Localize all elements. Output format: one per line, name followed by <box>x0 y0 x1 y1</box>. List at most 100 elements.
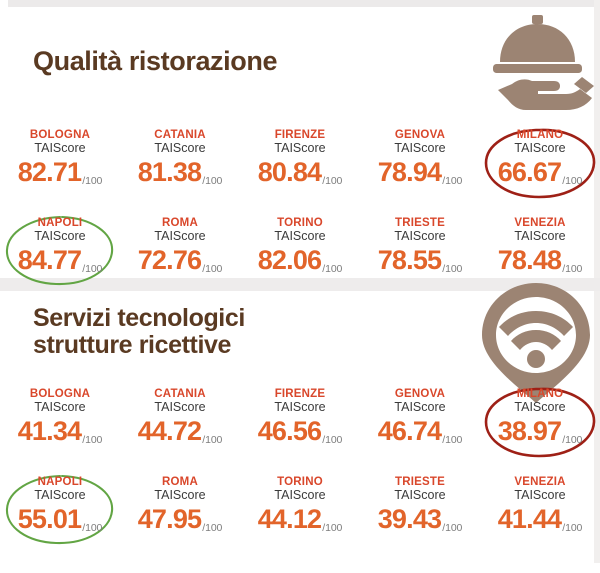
score-suffix: /100 <box>322 263 343 276</box>
metric-label: TAIScore <box>34 229 86 244</box>
score-value: 47.95 <box>137 504 202 535</box>
city-label: MILANO <box>516 388 564 400</box>
city-label: BOLOGNA <box>29 388 91 400</box>
city-label: NAPOLI <box>37 476 83 488</box>
city-label: GENOVA <box>394 129 446 141</box>
section-qualita-ristorazione: Qualità ristorazione BOLOGNA TAIScore <box>0 7 600 286</box>
city-label: VENEZIA <box>514 217 566 229</box>
metric-label: TAIScore <box>394 400 446 415</box>
score-cell-roma[interactable]: ROMA TAIScore 72.76/100 <box>120 207 240 295</box>
score-cell-milano[interactable]: MILANO TAIScore 38.97/100 <box>480 378 600 466</box>
score-row: BOLOGNA TAIScore 41.34/100 CATANIA TAISc… <box>0 378 600 466</box>
score-row: BOLOGNA TAIScore 82.71/100 CATANIA TAISc… <box>0 119 600 207</box>
city-label: FIRENZE <box>274 388 326 400</box>
score-line: 44.12/100 <box>240 504 360 535</box>
section-divider <box>0 278 600 291</box>
score-cell-napoli[interactable]: NAPOLI TAIScore 55.01/100 <box>0 466 120 554</box>
score-line: 81.38/100 <box>120 157 240 188</box>
score-cell-torino[interactable]: TORINO TAIScore 44.12/100 <box>240 466 360 554</box>
score-value: 41.34 <box>17 416 82 447</box>
score-line: 80.84/100 <box>240 157 360 188</box>
city-label: MILANO <box>516 129 564 141</box>
score-suffix: /100 <box>82 175 103 188</box>
score-value: 46.74 <box>377 416 442 447</box>
score-line: 47.95/100 <box>120 504 240 535</box>
score-cell-bologna[interactable]: BOLOGNA TAIScore 41.34/100 <box>0 378 120 466</box>
score-cell-venezia[interactable]: VENEZIA TAIScore 78.48/100 <box>480 207 600 295</box>
metric-label: TAIScore <box>514 488 566 503</box>
score-line: 41.34/100 <box>0 416 120 447</box>
city-label: BOLOGNA <box>29 129 91 141</box>
wifi-location-pin-icon <box>478 283 594 408</box>
metric-label: TAIScore <box>34 400 86 415</box>
metric-label: TAIScore <box>514 229 566 244</box>
metric-label: TAIScore <box>154 400 206 415</box>
score-suffix: /100 <box>562 263 583 276</box>
city-label: TORINO <box>277 476 323 488</box>
score-value: 41.44 <box>497 504 562 535</box>
section-servizi-tecnologici: Servizi tecnologici strutture ricettive … <box>0 283 600 563</box>
score-value: 80.84 <box>257 157 322 188</box>
score-line: 84.77/100 <box>0 245 120 276</box>
metric-label: TAIScore <box>274 488 326 503</box>
score-value: 82.71 <box>17 157 82 188</box>
metric-label: TAIScore <box>514 141 566 156</box>
city-label: NAPOLI <box>37 217 83 229</box>
score-suffix: /100 <box>322 522 343 535</box>
metric-label: TAIScore <box>274 141 326 156</box>
metric-label: TAIScore <box>514 400 566 415</box>
score-line: 78.55/100 <box>360 245 480 276</box>
metric-label: TAIScore <box>154 488 206 503</box>
score-suffix: /100 <box>82 522 103 535</box>
score-value: 84.77 <box>17 245 82 276</box>
score-line: 44.72/100 <box>120 416 240 447</box>
score-cell-catania[interactable]: CATANIA TAIScore 44.72/100 <box>120 378 240 466</box>
score-cell-firenze[interactable]: FIRENZE TAIScore 80.84/100 <box>240 119 360 207</box>
score-suffix: /100 <box>82 263 103 276</box>
score-grid: BOLOGNA TAIScore 41.34/100 CATANIA TAISc… <box>0 378 600 554</box>
score-cell-roma[interactable]: ROMA TAIScore 47.95/100 <box>120 466 240 554</box>
score-cell-bologna[interactable]: BOLOGNA TAIScore 82.71/100 <box>0 119 120 207</box>
score-line: 78.48/100 <box>480 245 600 276</box>
city-label: ROMA <box>162 217 198 229</box>
score-suffix: /100 <box>442 434 463 447</box>
score-line: 66.67/100 <box>480 157 600 188</box>
score-value: 39.43 <box>377 504 442 535</box>
score-cell-venezia[interactable]: VENEZIA TAIScore 41.44/100 <box>480 466 600 554</box>
score-line: 82.71/100 <box>0 157 120 188</box>
score-line: 82.06/100 <box>240 245 360 276</box>
score-cell-catania[interactable]: CATANIA TAIScore 81.38/100 <box>120 119 240 207</box>
metric-label: TAIScore <box>274 229 326 244</box>
score-cell-genova[interactable]: GENOVA TAIScore 46.74/100 <box>360 378 480 466</box>
score-suffix: /100 <box>562 434 583 447</box>
section-title: Servizi tecnologici strutture ricettive <box>33 304 245 359</box>
score-suffix: /100 <box>442 522 463 535</box>
score-value: 72.76 <box>137 245 202 276</box>
score-grid: BOLOGNA TAIScore 82.71/100 CATANIA TAISc… <box>0 119 600 295</box>
city-label: TRIESTE <box>395 217 445 229</box>
score-line: 72.76/100 <box>120 245 240 276</box>
city-label: CATANIA <box>154 388 206 400</box>
score-cell-torino[interactable]: TORINO TAIScore 82.06/100 <box>240 207 360 295</box>
score-suffix: /100 <box>202 175 223 188</box>
score-cell-genova[interactable]: GENOVA TAIScore 78.94/100 <box>360 119 480 207</box>
score-suffix: /100 <box>562 175 583 188</box>
score-cell-milano[interactable]: MILANO TAIScore 66.67/100 <box>480 119 600 207</box>
metric-label: TAIScore <box>154 229 206 244</box>
top-frame-strip <box>0 0 600 7</box>
score-value: 78.55 <box>377 245 442 276</box>
score-line: 41.44/100 <box>480 504 600 535</box>
score-line: 46.56/100 <box>240 416 360 447</box>
score-cell-trieste[interactable]: TRIESTE TAIScore 39.43/100 <box>360 466 480 554</box>
score-cell-firenze[interactable]: FIRENZE TAIScore 46.56/100 <box>240 378 360 466</box>
metric-label: TAIScore <box>34 488 86 503</box>
score-value: 38.97 <box>497 416 562 447</box>
score-cell-trieste[interactable]: TRIESTE TAIScore 78.55/100 <box>360 207 480 295</box>
score-suffix: /100 <box>442 263 463 276</box>
score-value: 44.72 <box>137 416 202 447</box>
metric-label: TAIScore <box>154 141 206 156</box>
city-label: CATANIA <box>154 129 206 141</box>
score-suffix: /100 <box>562 522 583 535</box>
score-row: NAPOLI TAIScore 84.77/100 ROMA TAIScore … <box>0 207 600 295</box>
score-suffix: /100 <box>202 522 223 535</box>
